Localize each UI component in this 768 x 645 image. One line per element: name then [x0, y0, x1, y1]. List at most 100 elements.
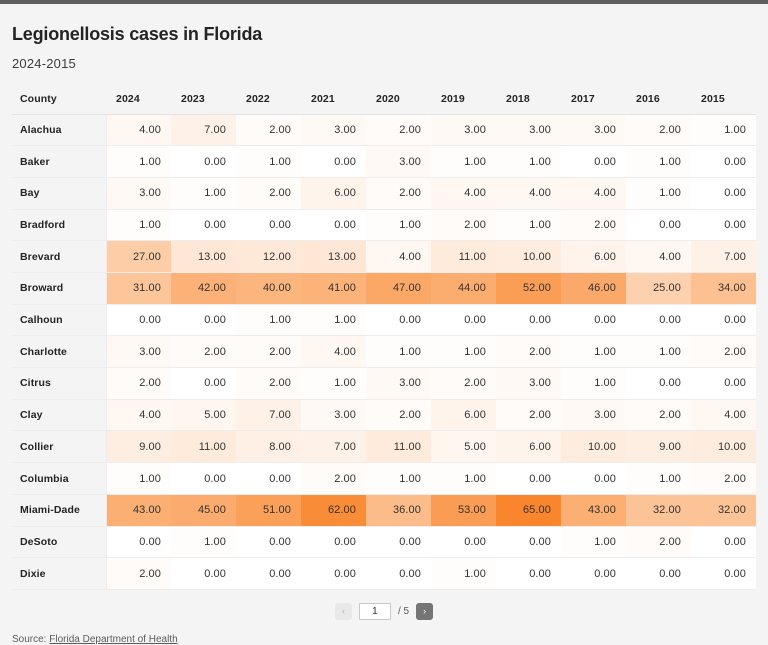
heatmap-cell: 1.00: [366, 335, 431, 369]
previous-page-button[interactable]: ‹: [334, 602, 352, 620]
column-header-2022[interactable]: 2022: [236, 84, 301, 115]
page-container: Legionellosis cases in Florida 2024-2015…: [0, 24, 768, 645]
heatmap-cell: 10.00: [561, 430, 626, 464]
source-prefix-label: Source:: [12, 633, 47, 645]
heatmap-cell: 0.00: [626, 557, 691, 590]
table-row[interactable]: DeSoto 0.00 1.00 0.00 0.00 0.00 0.00 0.00 1.00 2.…: [12, 526, 756, 559]
heatmap-cell: 0.00: [171, 462, 236, 495]
heatmap-cell: 6.00: [431, 399, 496, 432]
heatmap-cell: 1.00: [236, 304, 301, 337]
heatmap-cell: 4.00: [691, 399, 756, 432]
heatmap-cell: 1.00: [561, 526, 626, 559]
heatmap-cell: 9.00: [626, 430, 691, 464]
heatmap-cell: 2.00: [106, 557, 171, 590]
heatmap-cell: 0.00: [691, 557, 756, 590]
heatmap-cell: 45.00: [171, 494, 236, 527]
table-row[interactable]: Clay 4.00 5.00 7.00 3.00 2.00 6.00 2.00 3.00 2.00…: [12, 399, 756, 432]
heatmap-cell: 0.00: [236, 557, 301, 590]
heatmap-cell: 31.00: [106, 272, 171, 305]
heatmap-cell: 43.00: [106, 494, 171, 527]
heatmap-cell: 11.00: [366, 430, 431, 464]
heatmap-cell: 3.00: [496, 114, 561, 147]
table-row[interactable]: Charlotte 3.00 2.00 2.00 4.00 1.00 1.00 2.00 1.0…: [12, 335, 756, 369]
column-header-2019[interactable]: 2019: [431, 84, 496, 115]
row-label-county: Dixie: [12, 557, 107, 590]
legionellosis-heatmap-table: County 2024 2023 2022 2021 2020 2019 2018 2017 2…: [12, 84, 756, 590]
heatmap-cell: 4.00: [106, 114, 171, 147]
heatmap-cell: 0.00: [431, 526, 496, 559]
heatmap-cell: 0.00: [496, 526, 561, 559]
heatmap-cell: 2.00: [691, 462, 756, 495]
column-header-county[interactable]: County: [12, 84, 106, 115]
table-row[interactable]: Brevard 27.00 13.00 12.00 13.00 4.00 11.00 10.0…: [12, 240, 756, 274]
heatmap-cell: 47.00: [366, 272, 431, 305]
heatmap-cell: 2.00: [366, 114, 431, 147]
heatmap-cell: 1.00: [691, 114, 756, 147]
column-header-2015[interactable]: 2015: [691, 84, 756, 115]
table-row[interactable]: Miami-Dade 43.00 45.00 51.00 62.00 36.00 53.00…: [12, 494, 756, 527]
heatmap-cell: 25.00: [626, 272, 691, 305]
source-footer: Source: Florida Department of Health: [12, 634, 756, 645]
heatmap-cell: 0.00: [431, 304, 496, 337]
heatmap-cell: 0.00: [106, 304, 171, 337]
column-header-2024[interactable]: 2024: [106, 84, 171, 115]
column-header-2018[interactable]: 2018: [496, 84, 561, 115]
table-body: Alachua 4.00 7.00 2.00 3.00 2.00 3.00 3.00 3.00 2…: [12, 114, 756, 590]
next-page-button[interactable]: ›: [416, 602, 434, 620]
heatmap-cell: 1.00: [236, 145, 301, 178]
row-label-county: Broward: [12, 272, 107, 305]
table-row[interactable]: Broward 31.00 42.00 40.00 41.00 47.00 44.00 52.…: [12, 272, 756, 305]
heatmap-cell: 52.00: [496, 272, 561, 305]
heatmap-cell: 2.00: [301, 462, 366, 495]
heatmap-cell: 0.00: [171, 145, 236, 178]
heatmap-cell: 1.00: [301, 304, 366, 337]
heatmap-cell: 10.00: [496, 240, 561, 274]
column-header-2017[interactable]: 2017: [561, 84, 626, 115]
column-header-2021[interactable]: 2021: [301, 84, 366, 115]
heatmap-cell: 1.00: [366, 209, 431, 242]
heatmap-cell: 1.00: [171, 177, 236, 210]
heatmap-cell: 5.00: [171, 399, 236, 432]
heatmap-cell: 46.00: [561, 272, 626, 305]
heatmap-cell: 0.00: [496, 304, 561, 337]
table-row[interactable]: Alachua 4.00 7.00 2.00 3.00 2.00 3.00 3.00 3.00 2…: [12, 114, 756, 147]
heatmap-cell: 62.00: [301, 494, 366, 527]
column-header-2023[interactable]: 2023: [171, 84, 236, 115]
heatmap-cell: 1.00: [496, 145, 561, 178]
table-row[interactable]: Dixie 2.00 0.00 0.00 0.00 0.00 1.00 0.00 0.00 0.0…: [12, 557, 756, 590]
heatmap-cell: 1.00: [106, 462, 171, 495]
table-row[interactable]: Bay 3.00 1.00 2.00 6.00 2.00 4.00 4.00 4.00 1.00 0…: [12, 177, 756, 210]
heatmap-cell: 1.00: [106, 209, 171, 242]
table-row[interactable]: Collier 9.00 11.00 8.00 7.00 11.00 5.00 6.00 10.…: [12, 430, 756, 464]
source-link[interactable]: Florida Department of Health: [49, 633, 178, 645]
heatmap-cell: 2.00: [431, 209, 496, 242]
heatmap-cell: 9.00: [106, 430, 171, 464]
table-header-row: County 2024 2023 2022 2021 2020 2019 2018 2017 2…: [12, 84, 756, 115]
heatmap-cell: 0.00: [691, 367, 756, 400]
heatmap-cell: 3.00: [366, 145, 431, 178]
heatmap-cell: 3.00: [301, 114, 366, 147]
heatmap-cell: 1.00: [431, 462, 496, 495]
heatmap-cell: 0.00: [106, 526, 171, 559]
heatmap-cell: 1.00: [431, 145, 496, 178]
heatmap-cell: 0.00: [236, 526, 301, 559]
row-label-county: DeSoto: [12, 526, 107, 559]
heatmap-cell: 0.00: [691, 209, 756, 242]
column-header-2020[interactable]: 2020: [366, 84, 431, 115]
heatmap-cell: 0.00: [691, 304, 756, 337]
total-pages-label: / 5: [397, 605, 410, 617]
table-row[interactable]: Baker 1.00 0.00 1.00 0.00 3.00 1.00 1.00 0.00 1.0…: [12, 145, 756, 178]
heatmap-cell: 2.00: [496, 335, 561, 369]
heatmap-cell: 53.00: [431, 494, 496, 527]
column-header-2016[interactable]: 2016: [626, 84, 691, 115]
heatmap-cell: 2.00: [431, 367, 496, 400]
heatmap-cell: 0.00: [301, 526, 366, 559]
heatmap-cell: 0.00: [171, 209, 236, 242]
heatmap-cell: 0.00: [561, 462, 626, 495]
table-row[interactable]: Bradford 1.00 0.00 0.00 0.00 1.00 2.00 1.00 2.00…: [12, 209, 756, 242]
table-row[interactable]: Calhoun 0.00 0.00 1.00 1.00 0.00 0.00 0.00 0.00 0…: [12, 304, 756, 337]
table-row[interactable]: Citrus 2.00 0.00 2.00 1.00 3.00 2.00 3.00 1.00 0.…: [12, 367, 756, 400]
page-number-input[interactable]: [358, 602, 391, 620]
table-row[interactable]: Columbia 1.00 0.00 0.00 2.00 1.00 1.00 0.00 0.00…: [12, 462, 756, 495]
heatmap-cell: 0.00: [366, 526, 431, 559]
